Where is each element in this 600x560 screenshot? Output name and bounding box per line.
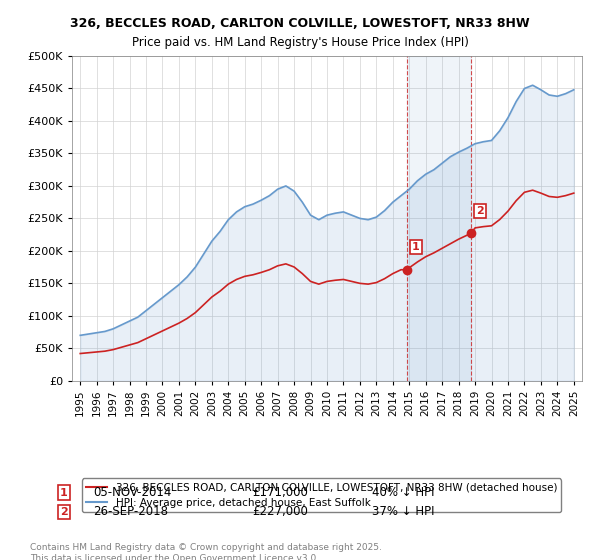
Text: 2: 2 [476, 206, 484, 216]
Text: 1: 1 [412, 242, 419, 252]
Legend: 326, BECCLES ROAD, CARLTON COLVILLE, LOWESTOFT, NR33 8HW (detached house), HPI: : 326, BECCLES ROAD, CARLTON COLVILLE, LOW… [82, 478, 562, 512]
Bar [407, 56, 471, 381]
Text: Contains HM Land Registry data © Crown copyright and database right 2025.
This d: Contains HM Land Registry data © Crown c… [30, 543, 382, 560]
Text: 1: 1 [60, 488, 68, 498]
Text: 2: 2 [60, 507, 68, 517]
Text: Price paid vs. HM Land Registry's House Price Index (HPI): Price paid vs. HM Land Registry's House … [131, 36, 469, 49]
Text: £227,000: £227,000 [252, 505, 308, 518]
Text: 26-SEP-2018: 26-SEP-2018 [93, 505, 168, 518]
Text: 326, BECCLES ROAD, CARLTON COLVILLE, LOWESTOFT, NR33 8HW: 326, BECCLES ROAD, CARLTON COLVILLE, LOW… [70, 17, 530, 30]
Text: 40% ↓ HPI: 40% ↓ HPI [372, 486, 434, 498]
Text: 37% ↓ HPI: 37% ↓ HPI [372, 505, 434, 518]
Text: 05-NOV-2014: 05-NOV-2014 [93, 486, 172, 498]
Text: £171,000: £171,000 [252, 486, 308, 498]
